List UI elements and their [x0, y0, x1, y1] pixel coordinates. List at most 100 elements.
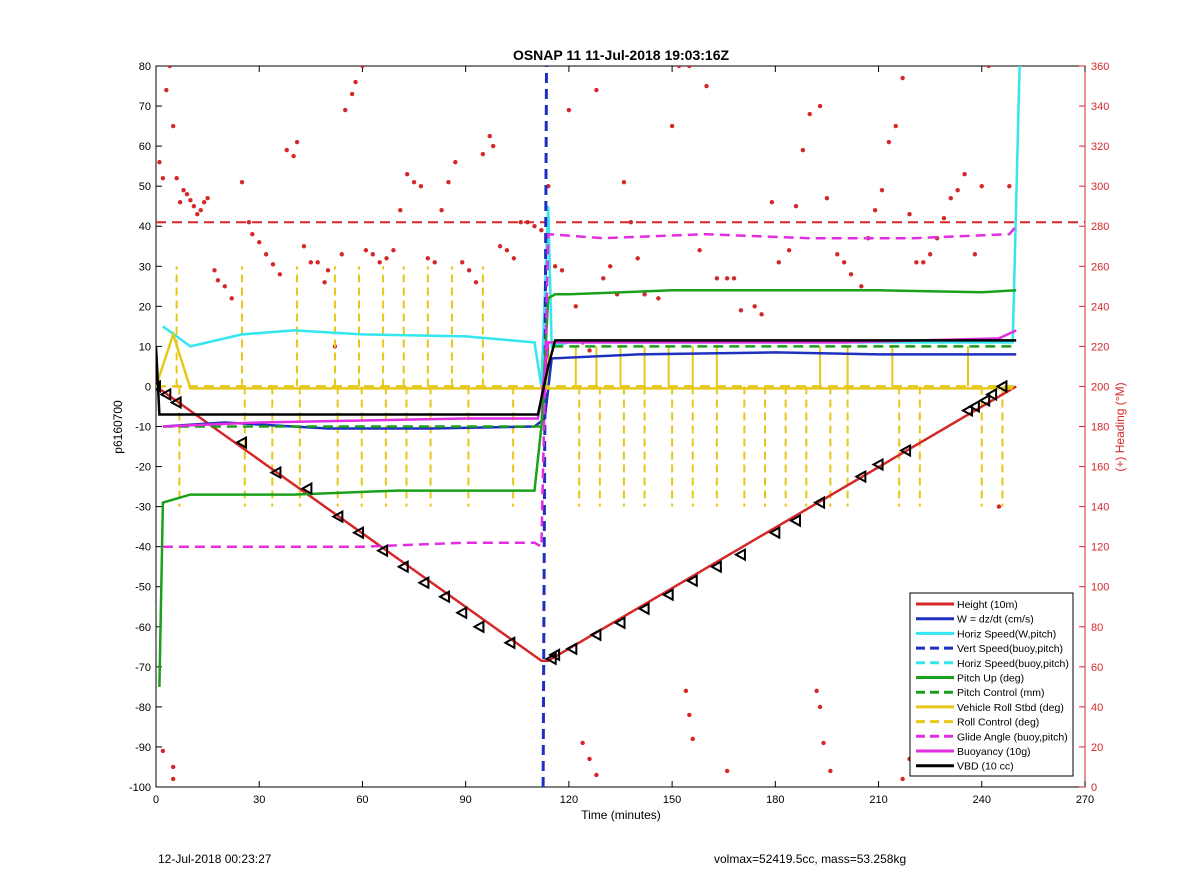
heading-marker	[455, 606, 468, 620]
heading-dot	[339, 252, 344, 257]
legend-label: Pitch Up (deg)	[957, 673, 1024, 685]
heading-marker	[376, 543, 389, 558]
y2-tick-label: 300	[1091, 181, 1109, 193]
y2-tick-label: 100	[1091, 582, 1109, 594]
legend-label: W = dz/dt (cm/s)	[957, 614, 1034, 626]
heading-dot	[776, 260, 781, 265]
heading-dot	[174, 175, 179, 181]
chart-title: OSNAP 11 11-Jul-2018 19:03:16Z	[513, 47, 730, 63]
y2-tick-label: 360	[1091, 61, 1109, 73]
heading-dot	[315, 260, 320, 265]
heading-dot	[859, 284, 864, 289]
heading-dot	[986, 66, 991, 69]
heading-marker	[613, 616, 626, 630]
x-tick-label: 120	[560, 794, 578, 806]
heading-marker	[733, 547, 746, 562]
heading-dot	[848, 272, 854, 277]
heading-dot	[921, 260, 926, 265]
heading-dot	[607, 264, 613, 269]
legend-label: Height (10m)	[957, 599, 1018, 611]
heading-marker	[269, 465, 282, 480]
heading-dot	[270, 262, 276, 267]
heading-dot	[817, 704, 823, 710]
legend-label: Horiz Speed(buoy,pitch)	[957, 658, 1069, 670]
heading-dot	[996, 504, 1002, 509]
x-tick-label: 150	[663, 794, 681, 806]
x-tick-label: 180	[766, 794, 784, 806]
heading-dot	[363, 248, 369, 253]
heading-dot	[914, 260, 919, 265]
heading-dot	[835, 252, 840, 257]
heading-dot	[343, 107, 348, 113]
legend-box	[909, 592, 1074, 777]
heading-dot	[432, 260, 437, 265]
y2-tick-label: 20	[1091, 742, 1103, 754]
heading-dot	[222, 284, 228, 289]
heading-dot	[731, 276, 737, 281]
heading-dot	[800, 147, 806, 153]
y-tick-label: -40	[135, 542, 151, 554]
heading-dot	[308, 260, 314, 265]
heading-dot	[466, 268, 472, 273]
legend-label: Buoyancy (10g)	[957, 746, 1031, 758]
y-tick-label: 40	[139, 221, 151, 233]
heading-dot	[697, 248, 702, 253]
heading-dot	[886, 139, 892, 145]
x-tick-label: 0	[153, 794, 159, 806]
legend-label: Horiz Speed(W,pitch)	[957, 628, 1056, 640]
y-tick-label: 80	[139, 61, 151, 73]
heading-dot	[573, 304, 578, 309]
heading-dot	[828, 768, 833, 774]
heading-dot	[250, 232, 255, 237]
heading-dot	[257, 240, 262, 245]
y2-tick-label: 60	[1091, 662, 1103, 674]
heading-marker	[234, 435, 248, 450]
heading-dot	[786, 248, 792, 253]
series-line-vbd-10-cc	[156, 339, 1017, 416]
y2-tick-label: 0	[1091, 782, 1097, 794]
heading-dot	[353, 79, 358, 85]
heading-dot	[814, 688, 819, 694]
heading-dot	[824, 195, 830, 201]
heading-dot	[594, 772, 599, 778]
heading-dot	[656, 296, 661, 301]
legend-label: Pitch Control (mm)	[957, 687, 1045, 699]
heading-marker	[437, 590, 451, 604]
heading-dot	[291, 153, 296, 159]
plot-area: 0 30 60 90 120 150 180 210 240 270-100-90-80-70-6…	[129, 61, 1109, 806]
heading-dot	[594, 87, 599, 93]
y2-tick-label: 180	[1091, 422, 1109, 434]
heading-dot	[439, 208, 444, 213]
heading-dot	[511, 256, 517, 261]
heading-dot	[872, 208, 878, 213]
y-tick-label: -100	[129, 782, 151, 794]
heading-marker	[960, 403, 974, 418]
heading-dot	[188, 197, 193, 203]
heading-marker	[589, 628, 602, 642]
heading-marker	[472, 620, 485, 634]
heading-marker	[396, 559, 409, 574]
heading-dot	[160, 175, 166, 181]
y2-tick-label: 320	[1091, 141, 1109, 153]
heading-marker	[351, 525, 365, 540]
heading-dot	[552, 264, 558, 269]
y-tick-label: -20	[135, 462, 151, 474]
plot-series-group	[156, 66, 1085, 787]
heading-dot	[972, 252, 978, 257]
heading-marker	[768, 525, 781, 540]
heading-dot	[191, 203, 197, 209]
heading-marker	[503, 636, 516, 650]
heading-dot	[418, 183, 424, 189]
y-tick-label: 30	[139, 261, 151, 273]
heading-dot	[349, 91, 355, 97]
heading-marker	[548, 648, 561, 662]
heading-dot	[724, 276, 730, 281]
heading-marker	[899, 443, 912, 458]
heading-dot	[907, 212, 912, 217]
heading-dot	[900, 776, 905, 782]
heading-dot	[284, 147, 289, 153]
heading-dot	[587, 756, 592, 762]
heading-dot	[398, 208, 403, 213]
heading-dot	[635, 256, 640, 261]
